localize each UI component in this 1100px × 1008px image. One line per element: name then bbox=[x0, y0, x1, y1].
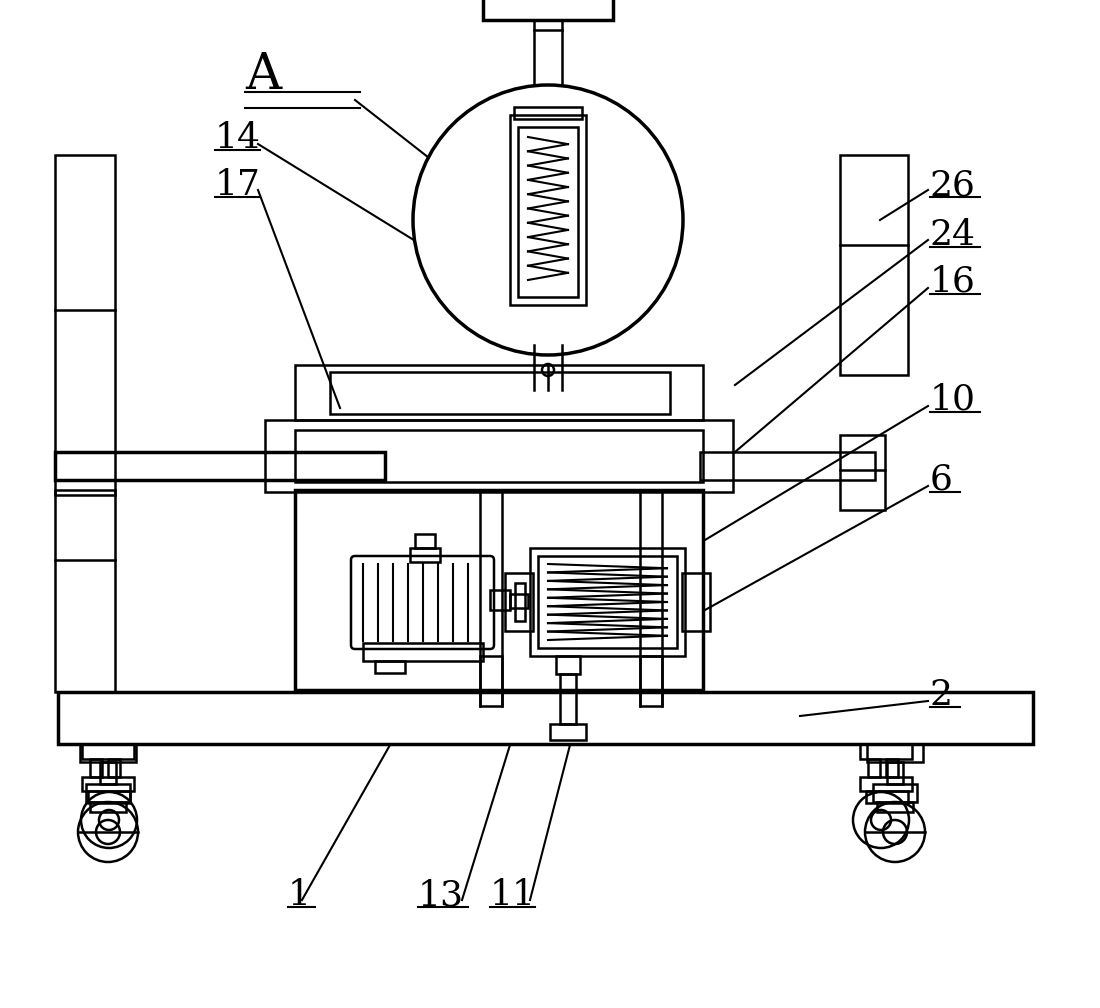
Text: 1: 1 bbox=[288, 878, 311, 912]
Bar bbox=[88, 791, 130, 803]
Bar bbox=[410, 548, 440, 562]
Bar bbox=[108, 759, 120, 777]
Bar bbox=[840, 155, 907, 375]
Bar bbox=[886, 759, 898, 777]
Bar bbox=[887, 762, 903, 784]
Bar bbox=[560, 674, 576, 724]
Bar bbox=[700, 452, 874, 480]
Bar bbox=[82, 744, 134, 759]
Bar bbox=[505, 573, 534, 631]
Text: 13: 13 bbox=[418, 878, 464, 912]
Bar bbox=[640, 656, 662, 706]
Text: 11: 11 bbox=[490, 878, 536, 912]
Bar bbox=[415, 534, 434, 548]
Bar bbox=[538, 556, 676, 648]
Text: 26: 26 bbox=[930, 168, 976, 202]
Bar bbox=[483, 0, 613, 20]
Text: A: A bbox=[245, 50, 282, 100]
FancyBboxPatch shape bbox=[351, 556, 494, 649]
Bar bbox=[860, 777, 912, 791]
Bar bbox=[90, 759, 102, 777]
Bar bbox=[550, 724, 586, 740]
Bar bbox=[877, 802, 913, 812]
Text: 2: 2 bbox=[930, 678, 953, 712]
Bar bbox=[90, 802, 126, 812]
Text: 10: 10 bbox=[930, 383, 976, 417]
Bar bbox=[480, 656, 502, 706]
Bar bbox=[868, 759, 880, 777]
Bar bbox=[510, 115, 586, 305]
Bar bbox=[363, 643, 483, 661]
Bar bbox=[873, 784, 917, 802]
Bar bbox=[840, 435, 886, 510]
Bar bbox=[515, 583, 525, 621]
Bar bbox=[866, 791, 908, 803]
Bar bbox=[55, 452, 385, 480]
Bar bbox=[55, 490, 116, 692]
Bar bbox=[100, 762, 116, 784]
Bar bbox=[80, 744, 136, 762]
Bar bbox=[510, 594, 528, 608]
Bar bbox=[556, 656, 580, 674]
Bar bbox=[530, 548, 685, 656]
Bar bbox=[265, 420, 733, 492]
Bar bbox=[330, 372, 670, 414]
Bar bbox=[295, 430, 703, 482]
Bar bbox=[82, 777, 134, 791]
Text: 6: 6 bbox=[930, 463, 953, 497]
Bar bbox=[295, 490, 703, 690]
Bar bbox=[490, 590, 510, 610]
Bar bbox=[514, 107, 582, 119]
Bar bbox=[867, 744, 923, 762]
Text: 14: 14 bbox=[214, 121, 261, 155]
Bar bbox=[682, 573, 710, 631]
Bar bbox=[860, 744, 912, 759]
Bar bbox=[55, 155, 116, 495]
Bar bbox=[518, 127, 578, 297]
Text: 17: 17 bbox=[214, 168, 261, 202]
Bar bbox=[58, 692, 1033, 744]
Text: 24: 24 bbox=[930, 218, 976, 252]
Bar bbox=[375, 661, 405, 673]
Bar bbox=[534, 20, 562, 30]
Circle shape bbox=[412, 85, 683, 355]
Bar bbox=[295, 365, 703, 420]
Text: 16: 16 bbox=[930, 265, 976, 299]
Bar bbox=[86, 784, 130, 802]
